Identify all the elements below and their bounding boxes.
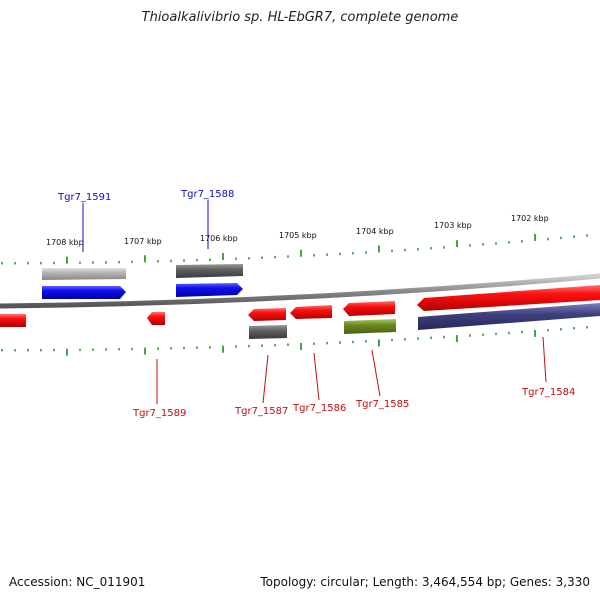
gene-tgr7-1588[interactable] — [176, 283, 243, 297]
gene-label-tgr7-1586[interactable]: Tgr7_1586 — [292, 403, 346, 414]
leader-tgr7-1584 — [542, 336, 547, 383]
gene-label-tgr7-1591[interactable]: Tgr7_1591 — [57, 192, 111, 203]
genome-backbone — [0, 273, 600, 309]
gene-partial-left[interactable] — [0, 314, 26, 327]
leader-tgr7-1585 — [371, 349, 381, 397]
gene-tgr7-1591-track[interactable] — [42, 268, 126, 280]
ruler-label: 1706 kbp — [200, 234, 238, 243]
ruler-label: 1707 kbp — [124, 237, 162, 246]
forward-tick-row — [1, 233, 588, 265]
ruler-label: 1705 kbp — [279, 231, 317, 240]
gene-label-tgr7-1587[interactable]: Tgr7_1587 — [234, 406, 288, 417]
gene-tgr7-1586[interactable] — [290, 305, 332, 319]
label-leaders — [82, 200, 547, 404]
gene-label-tgr7-1584[interactable]: Tgr7_1584 — [521, 387, 575, 398]
ruler-label: 1704 kbp — [356, 227, 394, 236]
accession-text: Accession: NC_011901 — [9, 575, 146, 589]
gene-tgr7-1584[interactable] — [417, 285, 600, 311]
gene-labels: Tgr7_1591 Tgr7_1588 Tgr7_1589 Tgr7_1587 … — [57, 189, 575, 419]
leader-tgr7-1587 — [262, 354, 269, 404]
gene-label-tgr7-1589[interactable]: Tgr7_1589 — [132, 408, 186, 419]
gene-tgr7-1589[interactable] — [147, 312, 165, 325]
forward-genes — [42, 264, 243, 299]
genome-summary-text: Topology: circular; Length: 3,464,554 bp… — [260, 575, 590, 589]
gene-tgr7-1585-track[interactable] — [344, 319, 396, 334]
gene-label-tgr7-1588[interactable]: Tgr7_1588 — [180, 189, 234, 200]
gene-tgr7-1584-track[interactable] — [418, 303, 600, 330]
gene-tgr7-1591[interactable] — [42, 286, 126, 299]
ruler-label: 1702 kbp — [511, 214, 549, 223]
leader-tgr7-1586 — [313, 352, 320, 401]
ruler-label: 1703 kbp — [434, 221, 472, 230]
reverse-genes — [0, 285, 600, 339]
gene-tgr7-1587[interactable] — [248, 308, 286, 321]
gene-tgr7-1585[interactable] — [343, 301, 395, 316]
gene-tgr7-1587-track[interactable] — [249, 325, 287, 339]
genome-title: Thioalkalivibrio sp. HL-EbGR7, complete … — [141, 10, 459, 25]
gene-label-tgr7-1585[interactable]: Tgr7_1585 — [355, 399, 409, 410]
reverse-tick-row — [1, 326, 588, 356]
ruler-labels: 1708 kbp 1707 kbp 1706 kbp 1705 kbp 1704… — [46, 214, 549, 247]
ruler-label: 1708 kbp — [46, 238, 84, 247]
gene-tgr7-1588-track[interactable] — [176, 264, 243, 278]
